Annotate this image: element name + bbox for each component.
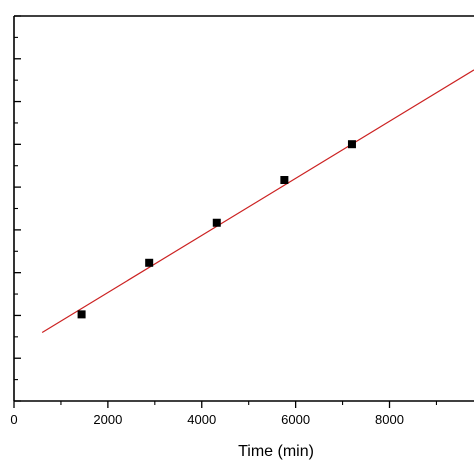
fit-line-group — [41, 69, 474, 333]
data-point — [212, 218, 221, 227]
data-point — [77, 310, 86, 319]
x-tick-label: 0 — [10, 412, 17, 427]
data-points — [77, 140, 356, 319]
x-tick-label: 4000 — [187, 412, 216, 427]
data-point — [347, 140, 356, 149]
y-axis-ticks — [14, 15, 21, 402]
x-axis-ticks: 0 2000 4000 6000 8000 — [10, 401, 437, 427]
data-point — [145, 258, 154, 267]
fit-line — [41, 69, 474, 333]
x-axis-title: Time (min) — [238, 443, 314, 460]
x-tick-label: 6000 — [281, 412, 310, 427]
plot-frame — [13, 15, 474, 402]
x-tick-label: 8000 — [375, 412, 404, 427]
data-point — [280, 176, 289, 185]
x-tick-label: 2000 — [93, 412, 122, 427]
